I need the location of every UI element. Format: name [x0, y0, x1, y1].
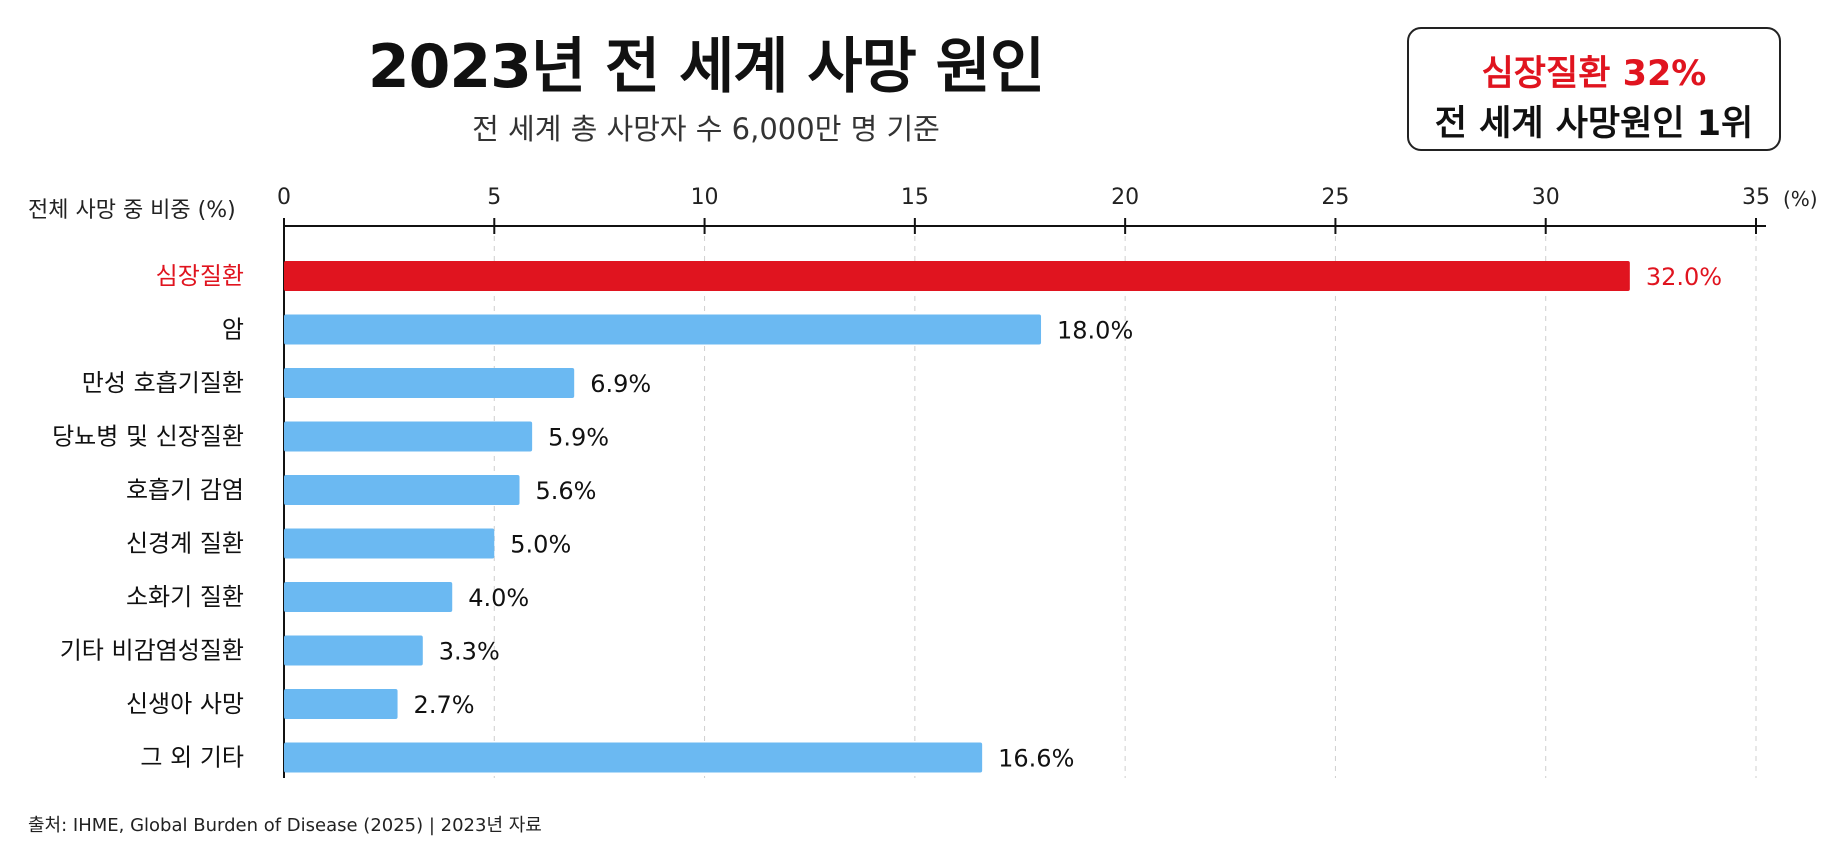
category-label: 만성 호흡기질환: [82, 369, 244, 397]
category-label: 당뇨병 및 신장질환: [52, 423, 244, 451]
bar: [284, 742, 983, 773]
category-label: 신경계 질환: [126, 530, 244, 558]
x-tick-label: 25: [1321, 185, 1349, 210]
value-label: 3.3%: [439, 638, 500, 666]
value-label: 32.0%: [1646, 263, 1722, 291]
x-tick-label: 15: [901, 185, 929, 210]
bar: [284, 635, 423, 666]
callout-box: 심장질환 32% 전 세계 사망원인 1위: [1407, 27, 1781, 151]
bar: [284, 689, 398, 719]
value-label: 5.9%: [548, 424, 609, 452]
x-tick-label: 10: [691, 185, 719, 210]
category-label: 신생아 사망: [126, 690, 244, 718]
x-tick-label: 35: [1742, 185, 1770, 210]
value-label: 5.0%: [510, 531, 571, 559]
value-label: 5.6%: [536, 477, 597, 505]
bar: [284, 475, 520, 505]
bar: [284, 582, 453, 612]
x-axis-unit: (%): [1783, 187, 1818, 211]
value-label: 4.0%: [468, 584, 529, 612]
bar: [284, 528, 495, 559]
category-label: 소화기 질환: [126, 583, 244, 611]
category-label: 기타 비감염성질환: [60, 637, 244, 665]
value-label: 16.6%: [998, 745, 1074, 773]
bar: [284, 314, 1042, 345]
x-tick-label: 20: [1111, 185, 1139, 210]
bar-highlighted: [284, 261, 1630, 291]
chart-subtitle: 전 세계 총 사망자 수 6,000만 명 기준: [472, 112, 940, 146]
category-label: 암: [222, 316, 244, 344]
value-label: 2.7%: [414, 691, 475, 719]
chart-title: 2023년 전 세계 사망 원인: [367, 32, 1045, 102]
callout-highlight-text: 심장질환 32%: [1481, 54, 1707, 94]
category-label: 호흡기 감염: [126, 476, 244, 504]
value-label: 18.0%: [1057, 317, 1133, 345]
callout-rank-text: 전 세계 사망원인 1위: [1434, 104, 1754, 144]
x-tick-label: 0: [277, 185, 291, 210]
value-label: 6.9%: [590, 370, 651, 398]
x-tick-label: 30: [1532, 185, 1560, 210]
x-tick-label: 5: [487, 185, 501, 210]
source-note: 출처: IHME, Global Burden of Disease (2025…: [28, 815, 542, 836]
x-axis-title: 전체 사망 중 비중 (%): [28, 198, 236, 223]
category-label: 심장질환: [156, 262, 244, 290]
category-label: 그 외 기타: [140, 744, 244, 772]
bar: [284, 421, 533, 452]
bar: [284, 368, 575, 398]
